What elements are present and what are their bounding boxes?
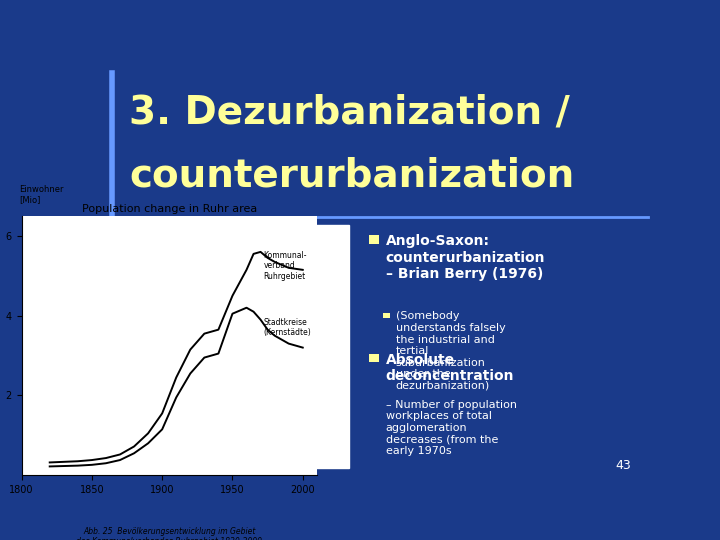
Text: Kommunal-
verband
Ruhrgebiet: Kommunal- verband Ruhrgebiet <box>264 251 307 281</box>
Text: Einwohner
[Mio]: Einwohner [Mio] <box>19 185 63 204</box>
Bar <box>369 235 379 244</box>
Text: – Number of population
workplaces of total
agglomeration
decreases (from the
ear: – Number of population workplaces of tot… <box>386 400 517 456</box>
Text: Stadtkreise
(Kernstädte): Stadtkreise (Kernstädte) <box>264 318 311 337</box>
FancyBboxPatch shape <box>96 225 349 468</box>
Bar <box>369 354 379 362</box>
Text: Absolute
deconcentration: Absolute deconcentration <box>386 353 514 383</box>
Bar <box>383 313 390 319</box>
Text: 3. Dezurbanization /: 3. Dezurbanization / <box>129 94 570 132</box>
Text: counterurbanization: counterurbanization <box>129 156 575 194</box>
Title: Population change in Ruhr area: Population change in Ruhr area <box>81 204 257 214</box>
Text: (Somebody
understands falsely
the industrial and
tertial
suburbanization
under t: (Somebody understands falsely the indust… <box>396 312 505 391</box>
Text: 43: 43 <box>616 460 631 472</box>
Text: Abb. 25  Bevölkerungsentwicklung im Gebiet
des Kommunalverbandes Ruhrgebiet 1820: Abb. 25 Bevölkerungsentwicklung im Gebie… <box>76 527 262 540</box>
Text: Anglo-Saxon:
counterurbanization
– Brian Berry (1976): Anglo-Saxon: counterurbanization – Brian… <box>386 234 545 281</box>
